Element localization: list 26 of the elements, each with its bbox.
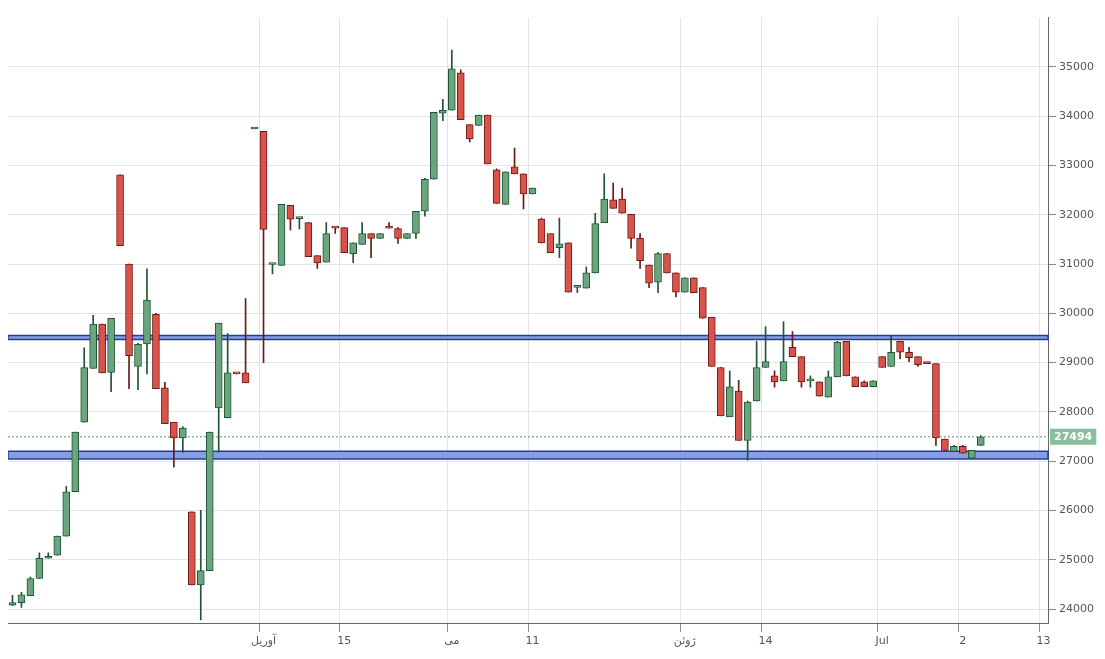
candlestick [196, 510, 205, 621]
candlestick [367, 233, 375, 258]
y-tick-label: 26000 [1059, 503, 1095, 517]
candlestick [573, 285, 582, 293]
y-tick-label: 31000 [1059, 256, 1095, 270]
y-tick-label: 29000 [1059, 355, 1095, 369]
x-tick-label: 13 [1036, 634, 1051, 648]
x-tick-label: می [444, 634, 460, 648]
y-tick-label: 24000 [1059, 601, 1095, 615]
y-tick-label: 30000 [1059, 306, 1095, 320]
y-tick-label: 32000 [1059, 207, 1095, 221]
x-tick-label: ژوئن [673, 634, 696, 648]
y-tick-label: 35000 [1059, 59, 1095, 73]
ref-line-label: 27494 [1054, 429, 1093, 443]
x-tick-label: Jul [874, 634, 889, 648]
y-tick-label: 28000 [1059, 404, 1095, 418]
x-tick-label: 15 [337, 634, 352, 648]
x-tick-label: آوریل [250, 633, 277, 648]
y-tick-label: 27000 [1059, 454, 1095, 468]
x-tick-label: 14 [758, 634, 773, 648]
x-tick-label: 2 [959, 634, 967, 648]
y-tick-label: 33000 [1059, 158, 1095, 172]
candlestick [439, 99, 447, 121]
y-tick-label: 25000 [1059, 552, 1095, 566]
x-tick-label: 11 [525, 634, 540, 648]
y-tick-label: 34000 [1059, 109, 1095, 123]
